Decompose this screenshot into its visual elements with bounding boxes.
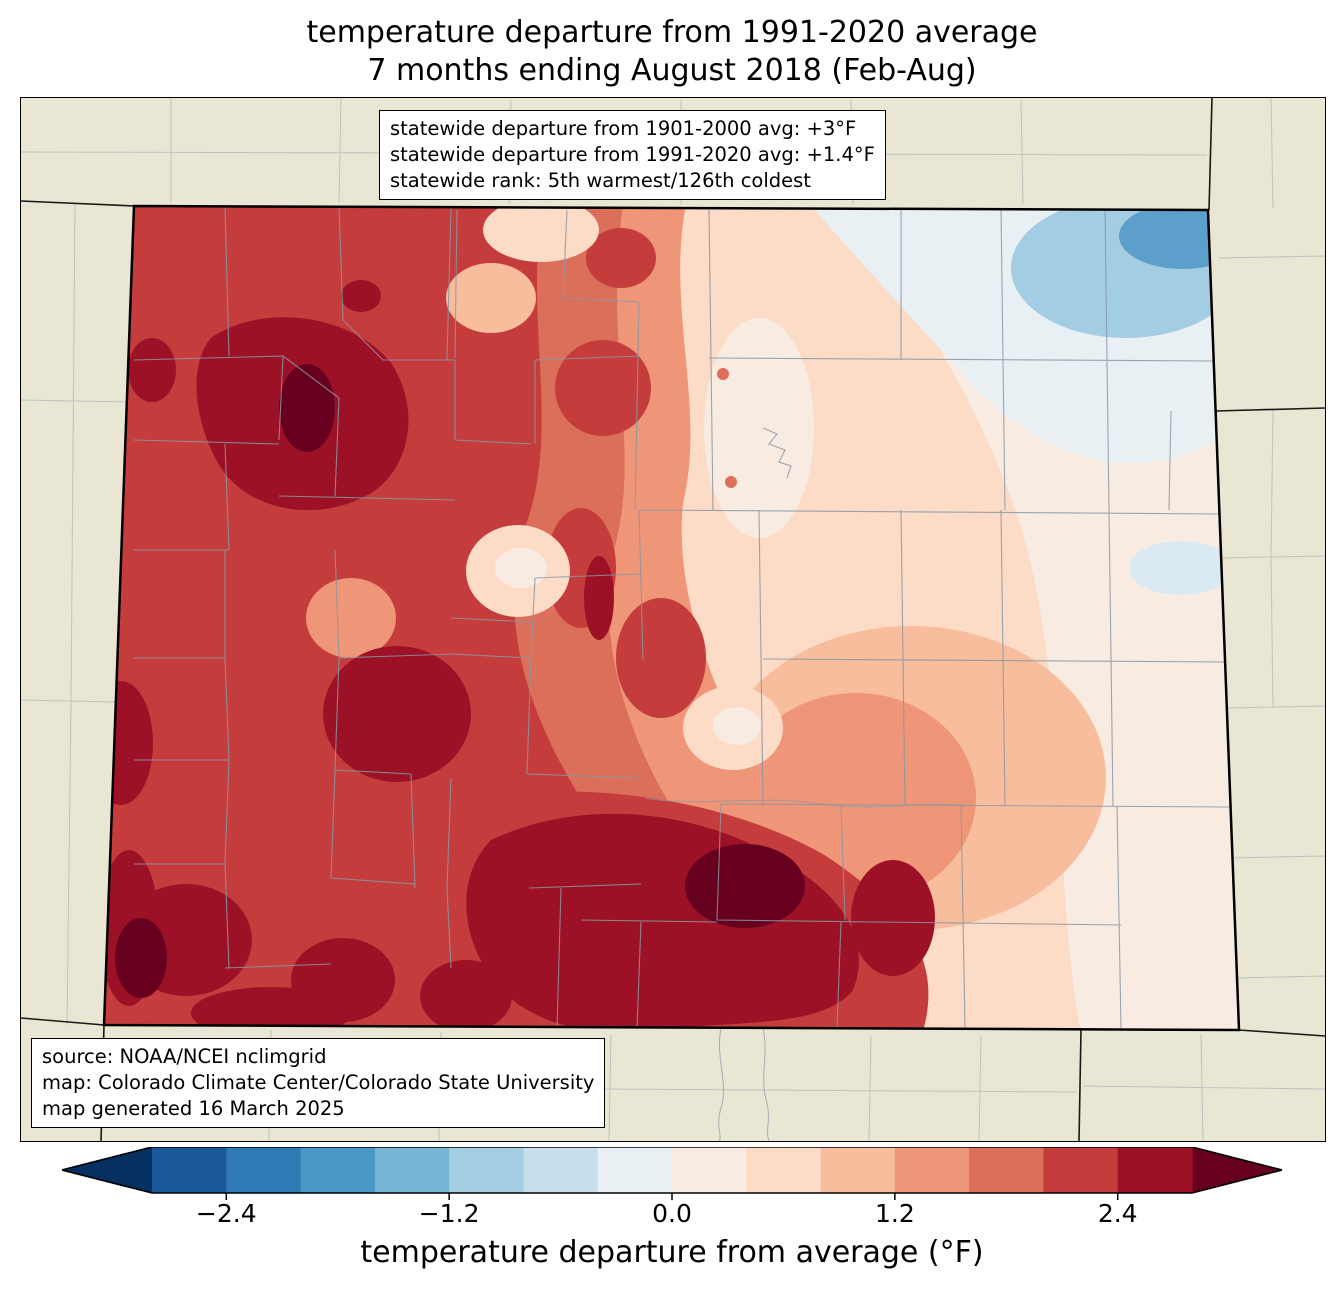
source-line1: source: NOAA/NCEI nclimgrid [42,1045,327,1068]
colorbar-segment [894,1147,970,1193]
colorado-border [102,204,1241,1032]
colorbar-segment [1043,1147,1119,1193]
stats-box: statewide departure from 1901-2000 avg: … [379,110,886,200]
colorbar-tick-label: −1.2 [418,1199,480,1228]
title-line2: 7 months ending August 2018 (Feb-Aug) [367,52,977,88]
colorbar-segment [1117,1147,1193,1193]
map-axes: statewide departure from 1901-2000 avg: … [20,97,1326,1142]
stats-line1: statewide departure from 1901-2000 avg: … [390,117,857,140]
source-line3: map generated 16 March 2025 [42,1096,345,1120]
colorbar-segment [449,1147,525,1193]
colorbar-segment [152,1147,227,1193]
colorbar-under-arrow [62,1147,152,1193]
title-line1: temperature departure from 1991-2020 ave… [306,15,1038,50]
colorbar-segment [672,1147,747,1193]
colorbar-segment [969,1147,1045,1193]
colorbar-segment [820,1147,896,1193]
colorbar-segment [746,1147,822,1193]
colorbar-bar [62,1147,1282,1200]
colorbar-label: temperature departure from average (°F) [360,1235,984,1270]
figure-title: temperature departure from 1991-2020 ave… [0,14,1344,90]
colorbar-over-arrow [1192,1147,1282,1193]
colorbar-segment [226,1147,302,1193]
colorbar-tick-label: 2.4 [1097,1199,1138,1228]
source-line2: map: Colorado Climate Center/Colorado St… [42,1070,595,1094]
rivers [644,797,968,1141]
colorbar-segment [300,1147,376,1193]
source-box: source: NOAA/NCEI nclimgrid map: Colorad… [31,1038,606,1128]
stats-line2: statewide departure from 1991-2020 avg: … [390,142,875,166]
colorbar-segment [523,1147,599,1193]
colorbar-tick-label: −2.4 [195,1199,257,1228]
colorbar-tick-label: 1.2 [874,1199,915,1228]
colorado-temperature-map [21,98,1325,1141]
county-lines [133,206,1230,1029]
colorbar: −2.4 −1.2 0.0 1.2 2.4 temperature departure … [0,1147,1344,1297]
colorbar-segment [597,1147,673,1193]
colorbar-outline [62,1147,1282,1194]
colorbar-tick-labels: −2.4 −1.2 0.0 1.2 2.4 [62,1199,1282,1231]
stats-line3: statewide rank: 5th warmest/126th coldes… [390,168,811,192]
colorbar-segment [374,1147,450,1193]
temperature-contours [104,206,1239,1030]
colorbar-tick-label: 0.0 [652,1199,692,1228]
